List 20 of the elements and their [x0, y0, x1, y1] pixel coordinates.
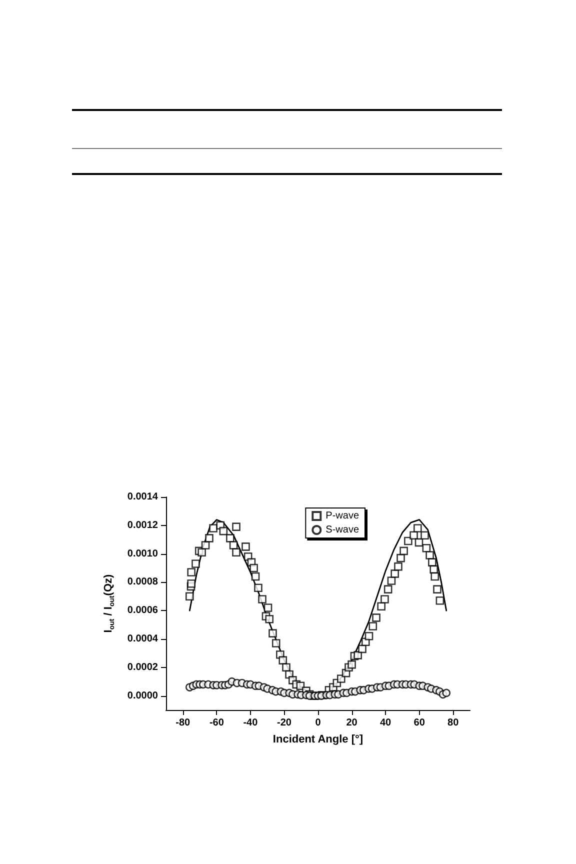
- x-tick-label: 0: [315, 718, 322, 728]
- legend-label: S-wave: [326, 524, 360, 536]
- x-tick-label: -20: [276, 718, 292, 728]
- x-tick-label: 60: [414, 718, 426, 728]
- y-tick-label: 0.0002: [127, 662, 158, 673]
- y-tick-label: 0.0014: [127, 492, 158, 502]
- x-tick-label: 80: [448, 718, 460, 728]
- x-tick-label: 40: [380, 718, 392, 728]
- x-tick-label: 20: [346, 718, 358, 728]
- x-axis-title: Incident Angle [°]: [272, 734, 364, 746]
- y-tick-label: 0.0000: [127, 690, 158, 702]
- x-tick-label: -80: [176, 718, 191, 728]
- y-tick-label: 0.0008: [127, 576, 158, 588]
- y-tick-label: 0.0004: [127, 634, 158, 644]
- x-tick-label: -40: [243, 718, 258, 728]
- legend-label: P-wave: [326, 510, 360, 522]
- y-tick-label: 0.0006: [127, 605, 158, 616]
- x-tick-label: -60: [209, 718, 224, 728]
- y-tick-label: 0.0010: [127, 548, 158, 560]
- y-tick-label: 0.0012: [127, 520, 158, 531]
